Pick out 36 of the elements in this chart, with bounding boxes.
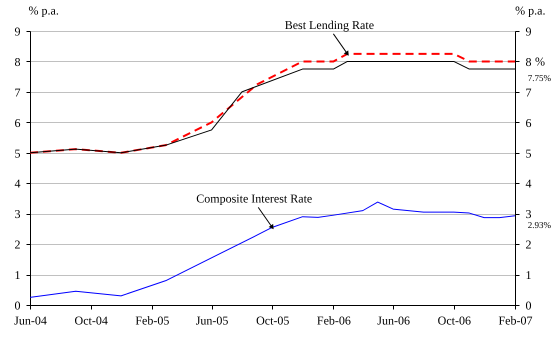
y-tick-label: 8 <box>14 54 20 69</box>
x-tick-label: Jun-05 <box>196 314 228 328</box>
y2-tick-label: 1 <box>526 268 532 282</box>
y-tick-label: 1 <box>14 268 20 282</box>
annotation: Composite Interest Rate <box>196 191 312 206</box>
annotation: Best Lending Rate <box>284 18 374 32</box>
y-tick-label: 4 <box>14 176 20 191</box>
x-tick-label: Jun-06 <box>377 314 410 328</box>
x-tick-label: Feb-05 <box>135 314 170 328</box>
x-tick-label: Oct-04 <box>74 314 108 328</box>
annotation: 7.75% <box>528 73 552 84</box>
y2-tick-label: 6 <box>526 116 532 130</box>
y-tick-label: 5 <box>14 146 20 160</box>
y2-tick-label: 7 <box>526 85 532 100</box>
x-tick-label: Feb-06 <box>316 314 351 328</box>
y-tick-label: 6 <box>14 116 20 130</box>
x-tick-label: Jun-04 <box>14 314 47 328</box>
x-tick-label: Feb-07 <box>498 314 532 328</box>
x-tick-label: Oct-06 <box>438 314 471 328</box>
y2-tick-label: 4 <box>526 176 532 191</box>
y2-tick-label: 8 <box>526 54 532 69</box>
x-tick-label: Oct-05 <box>256 314 290 328</box>
y-tick-label: 3 <box>14 207 20 222</box>
y-tick-label: 0 <box>14 298 20 312</box>
y2-tick-label: 3 <box>526 207 532 222</box>
annotation: 2.93% <box>528 220 552 230</box>
annotation: % <box>535 54 545 68</box>
y-axis-title: % p.a. <box>28 4 59 18</box>
y2-tick-label: 9 <box>526 24 532 38</box>
y2-axis-title: % p.a. <box>515 4 546 18</box>
y2-tick-label: 5 <box>526 146 532 160</box>
y2-tick-label: 0 <box>526 298 532 312</box>
y-tick-label: 9 <box>14 24 20 38</box>
y-tick-label: 7 <box>14 85 20 100</box>
y-tick-label: 2 <box>14 238 20 252</box>
y2-tick-label: 2 <box>526 238 532 252</box>
